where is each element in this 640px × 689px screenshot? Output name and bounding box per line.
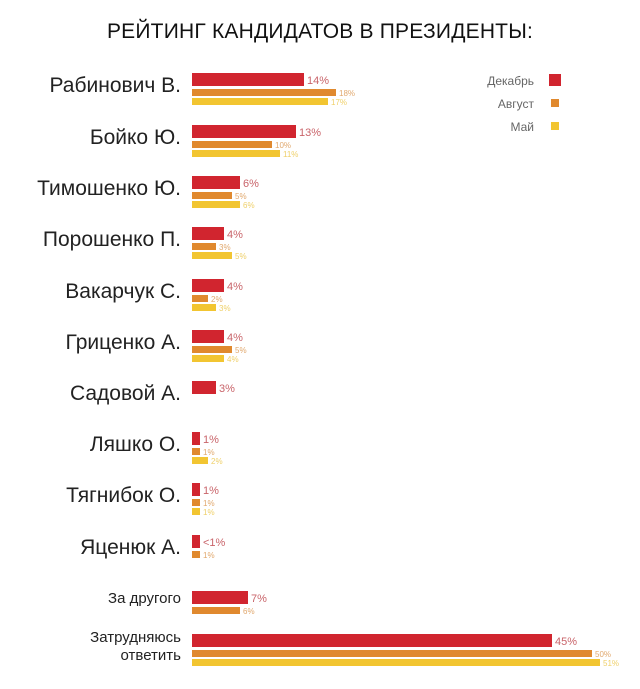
bar — [192, 508, 200, 515]
bar — [192, 295, 208, 302]
category-label: Вакарчук С. — [65, 280, 181, 303]
data-label: 6% — [243, 178, 259, 190]
data-label: 5% — [235, 192, 247, 201]
bar — [192, 125, 296, 138]
data-label: 4% — [227, 229, 243, 241]
data-label: 4% — [227, 281, 243, 293]
bar — [192, 150, 280, 157]
legend-label: Август — [498, 97, 535, 111]
category-label: ответить — [121, 647, 182, 664]
bar — [192, 192, 232, 199]
bar — [192, 381, 216, 394]
data-label: 1% — [203, 551, 215, 560]
bar — [192, 346, 232, 353]
category-label: Садовой А. — [70, 382, 181, 405]
bar — [192, 243, 216, 250]
bar — [192, 252, 232, 259]
data-label: 18% — [339, 89, 355, 98]
bar — [192, 89, 336, 96]
category-label: Тимошенко Ю. — [37, 177, 181, 200]
bar — [192, 227, 224, 240]
category-label: Бойко Ю. — [90, 126, 181, 149]
data-label: 5% — [235, 346, 247, 355]
category-label: Ляшко О. — [90, 433, 181, 456]
data-label: 1% — [203, 508, 215, 517]
data-label: 4% — [227, 355, 239, 364]
bar — [192, 634, 552, 647]
bar — [192, 304, 216, 311]
legend-label: Декабрь — [487, 74, 534, 88]
category-label: Затрудняюсь — [90, 629, 181, 646]
bar — [192, 551, 200, 558]
legend-swatch — [549, 74, 561, 86]
data-label: 3% — [219, 243, 231, 252]
category-label: За другого — [108, 590, 181, 607]
bar — [192, 499, 200, 506]
data-label: 11% — [283, 150, 298, 159]
data-label: 5% — [235, 252, 247, 261]
data-label: 6% — [243, 607, 255, 616]
data-label: 51% — [603, 659, 619, 668]
bar — [192, 279, 224, 292]
data-label: 13% — [299, 127, 321, 139]
category-label: Яценюк А. — [80, 536, 181, 559]
data-label: 3% — [219, 304, 231, 313]
bar — [192, 141, 272, 148]
data-label: <1% — [203, 537, 226, 549]
data-label: 6% — [243, 201, 255, 210]
data-label: 45% — [555, 636, 577, 648]
bar — [192, 659, 600, 666]
category-label: Порошенко П. — [43, 228, 181, 251]
bar — [192, 535, 200, 548]
data-label: 1% — [203, 434, 219, 446]
bar — [192, 176, 240, 189]
bar — [192, 448, 200, 455]
legend-swatch — [551, 122, 559, 130]
data-label: 7% — [251, 593, 267, 605]
data-label: 2% — [211, 457, 223, 466]
bar — [192, 607, 240, 614]
data-label: 10% — [275, 141, 291, 150]
data-label: 17% — [331, 98, 347, 107]
data-label: 14% — [307, 75, 329, 87]
data-label: 1% — [203, 448, 215, 457]
category-label: Тягнибок О. — [66, 484, 181, 507]
bar — [192, 73, 304, 86]
data-label: 50% — [595, 650, 611, 659]
data-label: 3% — [219, 383, 235, 395]
bar — [192, 457, 208, 464]
bar — [192, 483, 200, 496]
bar — [192, 98, 328, 105]
bar — [192, 650, 592, 657]
bar — [192, 432, 200, 445]
category-label: Гриценко А. — [66, 331, 181, 354]
data-label: 1% — [203, 485, 219, 497]
category-label: Рабинович В. — [49, 74, 181, 97]
data-label: 1% — [203, 499, 215, 508]
legend-label: Май — [510, 120, 534, 134]
chart-title: РЕЙТИНГ КАНДИДАТОВ В ПРЕЗИДЕНТЫ: — [106, 20, 534, 43]
bar — [192, 591, 248, 604]
data-label: 2% — [211, 295, 223, 304]
data-label: 4% — [227, 332, 243, 344]
legend-swatch — [551, 99, 559, 107]
bar — [192, 201, 240, 208]
bar — [192, 330, 224, 343]
bar — [192, 355, 224, 362]
